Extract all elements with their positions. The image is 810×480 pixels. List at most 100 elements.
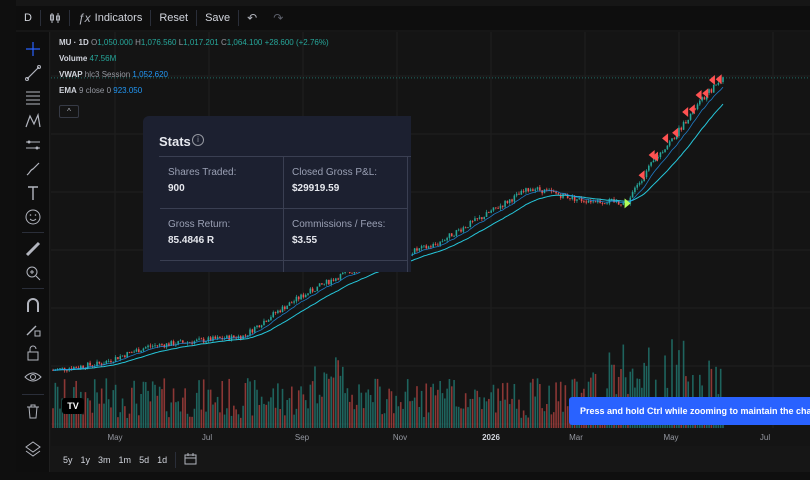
volume-bar xyxy=(402,408,404,428)
volume-bar xyxy=(648,347,650,428)
volume-bar xyxy=(290,386,293,428)
candle-body xyxy=(606,203,608,205)
candle-body xyxy=(527,188,530,192)
save-button[interactable]: Save xyxy=(205,12,231,24)
range-1d[interactable]: 1d xyxy=(157,455,168,465)
volume-bar xyxy=(388,388,390,428)
range-1m[interactable]: 1m xyxy=(118,455,132,465)
indicators-button[interactable]: ƒx Indicators xyxy=(70,6,150,30)
chart-pane[interactable]: MU · 1D O1,050.000 H1,076.560 L1,017.201… xyxy=(51,32,810,428)
fib-tool[interactable] xyxy=(24,88,42,106)
candle-body xyxy=(664,149,666,153)
volume-bar xyxy=(274,407,277,428)
legend-collapse-button[interactable]: ^ xyxy=(59,105,79,118)
volume-bar xyxy=(460,408,462,428)
lock-drawing-tool[interactable] xyxy=(24,320,42,338)
range-3m[interactable]: 3m xyxy=(98,455,111,465)
volume-label: Volume xyxy=(59,54,88,63)
visibility-tool[interactable] xyxy=(24,368,42,386)
volume-bar xyxy=(84,392,87,428)
candle-body xyxy=(696,104,699,110)
volume-bar xyxy=(126,417,128,428)
zoom-tool[interactable] xyxy=(24,264,42,282)
ruler-tool[interactable] xyxy=(24,240,42,258)
volume-bar xyxy=(557,401,560,428)
toolbar-divider xyxy=(196,10,198,26)
zoom-hint-toast[interactable]: Press and hold Ctrl while zooming to mai… xyxy=(569,397,810,425)
volume-bar xyxy=(131,387,133,428)
crosshair-tool[interactable] xyxy=(24,40,42,58)
range-1y[interactable]: 1y xyxy=(80,455,91,465)
volume-bar xyxy=(163,378,166,428)
range-5d[interactable]: 5d xyxy=(139,455,150,465)
volume-legend[interactable]: Volume 47.56M xyxy=(59,54,116,63)
redo-button[interactable]: ↷ xyxy=(265,6,291,30)
candle-body xyxy=(316,286,319,292)
candle-body xyxy=(448,233,451,238)
volume-bar xyxy=(467,407,469,428)
volume-bar xyxy=(453,379,455,428)
candle-body xyxy=(441,240,444,242)
volume-bar xyxy=(151,381,154,428)
brush-tool[interactable] xyxy=(24,160,42,178)
candle-body xyxy=(657,157,659,159)
candle-body xyxy=(353,271,356,274)
candle-body xyxy=(469,220,472,228)
candle-body xyxy=(128,352,131,353)
delete-tool[interactable] xyxy=(24,402,42,420)
volume-bar xyxy=(469,398,472,428)
info-icon[interactable]: i xyxy=(192,134,204,146)
magnet-icon xyxy=(27,298,39,312)
candle-body xyxy=(585,201,588,203)
stat-cell-empty xyxy=(284,261,408,272)
volume-bar xyxy=(200,409,203,428)
lock-drawing-icon xyxy=(26,325,41,337)
emoji-tool[interactable] xyxy=(24,208,42,226)
volume-bar xyxy=(418,406,421,428)
candle-body xyxy=(525,188,527,192)
object-tree-button[interactable] xyxy=(24,440,42,458)
prediction-icon xyxy=(26,140,40,150)
vwap-legend[interactable]: VWAP hlc3 Session 1,052.620 xyxy=(59,70,168,79)
date-range-button[interactable] xyxy=(180,453,201,467)
candle-body xyxy=(168,343,170,346)
chart-type-button[interactable] xyxy=(41,6,69,30)
range-5y[interactable]: 5y xyxy=(63,455,73,465)
close-value: 1,064.100 xyxy=(226,38,263,47)
toolbar-divider xyxy=(68,10,70,26)
volume-bar xyxy=(68,406,71,428)
pattern-tool[interactable] xyxy=(24,112,42,130)
top-toolbar: D ƒx Indicators Reset Save ↶ ↷ xyxy=(16,6,810,30)
candle-body xyxy=(559,194,562,198)
reset-button[interactable]: Reset xyxy=(159,12,189,24)
ema-legend[interactable]: EMA 9 close 0 923.050 xyxy=(59,86,142,95)
volume-bar xyxy=(226,408,228,428)
prediction-tool[interactable] xyxy=(24,136,42,154)
magnet-tool[interactable] xyxy=(24,296,42,314)
tradingview-logo[interactable]: TV xyxy=(62,398,84,414)
candle-body xyxy=(328,279,330,285)
sidebar-divider xyxy=(22,394,44,395)
lock-tool[interactable] xyxy=(24,344,42,362)
undo-button[interactable]: ↶ xyxy=(239,6,265,30)
open-value: 1,050.000 xyxy=(97,38,133,47)
candle-body xyxy=(513,195,516,202)
sell-marker xyxy=(648,149,655,160)
candle-body xyxy=(508,199,511,204)
sell-marker xyxy=(702,88,709,99)
candle-body xyxy=(270,317,272,320)
volume-bar xyxy=(383,413,386,428)
trend-line-tool[interactable] xyxy=(24,64,42,82)
volume-bar xyxy=(82,414,84,428)
time-axis[interactable]: May Jul Sep Nov 2026 Mar May Jul xyxy=(51,428,810,446)
text-tool[interactable] xyxy=(24,184,42,202)
volume-bar xyxy=(344,393,346,428)
symbol-name[interactable]: MU · 1D xyxy=(59,38,89,47)
volume-bar xyxy=(304,400,307,428)
volume-bar xyxy=(212,404,214,428)
interval-button[interactable]: D xyxy=(24,12,32,24)
volume-bar xyxy=(675,364,678,428)
volume-bar xyxy=(246,378,249,428)
volume-bar xyxy=(518,399,520,428)
volume-bar xyxy=(77,408,80,428)
